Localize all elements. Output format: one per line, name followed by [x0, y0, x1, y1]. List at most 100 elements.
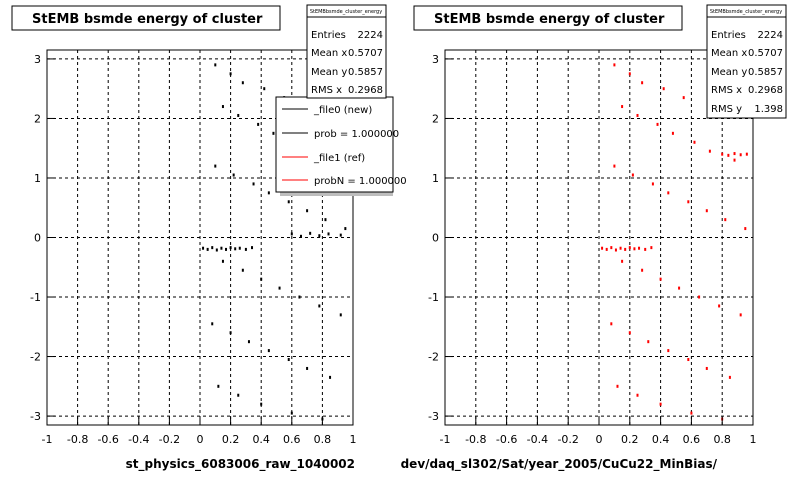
data-point	[229, 331, 232, 335]
left-stats-box: StEMBbsmde_cluster_energy Entries 2224 M…	[306, 4, 387, 99]
y-tick-label: 2	[34, 112, 41, 125]
data-point	[671, 131, 674, 135]
left-legend: _file0 (new) prob = 1.000000 _file1 (ref…	[275, 96, 407, 196]
data-point	[613, 63, 616, 67]
data-point	[744, 227, 747, 231]
left-title-box	[11, 5, 281, 31]
data-point	[225, 247, 228, 251]
data-point	[651, 182, 654, 186]
data-point	[687, 358, 690, 362]
data-point	[344, 227, 347, 231]
data-point	[728, 375, 731, 379]
right-x-ticks: -1 -0.8 -0.6 -0.4 -0.2 0 0.2 0.4 0.6 0.8 1	[440, 417, 757, 446]
data-point	[215, 248, 218, 252]
y-tick-label: -3	[30, 410, 41, 423]
data-point	[290, 232, 293, 236]
y-tick-label: -3	[428, 410, 439, 423]
data-point	[644, 247, 647, 251]
data-point	[647, 340, 650, 344]
x-tick-label: -1	[42, 433, 53, 446]
data-point	[610, 246, 613, 250]
y-tick-label: 3	[432, 53, 439, 66]
left-title: StEMB bsmde energy of cluster	[32, 12, 263, 27]
x-tick-label: -0.2	[159, 433, 180, 446]
x-tick-label: -0.2	[557, 433, 578, 446]
x-tick-label: 0.6	[283, 433, 301, 446]
data-point	[662, 87, 665, 91]
right-stat-value-0: 2224	[758, 30, 783, 41]
data-point	[299, 234, 302, 238]
y-tick-label: 2	[432, 112, 439, 125]
data-point	[619, 246, 622, 250]
left-panel: StEMB bsmde energy of cluster -1 -0.8 -0.6…	[11, 5, 357, 472]
right-grid	[445, 50, 753, 425]
x-tick-label: 1	[350, 433, 357, 446]
data-point	[633, 247, 636, 251]
y-tick-label: 1	[432, 172, 439, 185]
data-point	[244, 247, 247, 251]
data-point	[733, 152, 736, 156]
data-point	[324, 218, 327, 222]
data-point	[257, 122, 260, 126]
data-point	[202, 246, 205, 250]
data-point	[641, 81, 644, 85]
right-title: StEMB bsmde energy of cluster	[434, 12, 665, 27]
data-point	[659, 277, 662, 281]
y-tick-label: -2	[428, 351, 439, 364]
right-stat-value-1: 0.5707	[748, 48, 783, 59]
data-point	[229, 246, 232, 250]
data-point	[237, 113, 240, 117]
data-point	[220, 246, 223, 250]
left-stat-label-2: Mean y	[311, 67, 347, 78]
data-point	[206, 247, 209, 251]
right-stat-value-2: 0.5857	[748, 67, 783, 78]
left-grid	[47, 50, 353, 425]
y-tick-label: 0	[34, 232, 41, 245]
data-point	[339, 313, 342, 317]
data-point	[705, 366, 708, 370]
x-tick-label: -0.6	[496, 433, 517, 446]
data-point	[667, 349, 670, 353]
left-stat-value-0: 2224	[358, 30, 383, 41]
data-point	[278, 286, 281, 290]
data-point	[733, 158, 736, 162]
data-point	[327, 232, 330, 236]
left-x-ticks: -1 -0.8 -0.6 -0.4 -0.2 0 0.2 0.4 0.6 0.8 1	[42, 417, 357, 446]
y-tick-label: 3	[34, 53, 41, 66]
legend-label-prob: prob = 1.000000	[314, 129, 399, 140]
x-tick-label: 0.8	[713, 433, 731, 446]
data-point	[724, 218, 727, 222]
data-point	[641, 268, 644, 272]
data-point	[621, 105, 624, 109]
data-point	[650, 246, 653, 250]
data-point	[628, 72, 631, 76]
data-point	[682, 96, 685, 100]
data-point	[214, 164, 217, 168]
data-point	[211, 322, 214, 326]
data-point	[267, 191, 270, 195]
data-point	[263, 87, 266, 91]
left-stat-label-1: Mean x	[311, 48, 347, 59]
data-point	[708, 149, 711, 153]
data-point	[628, 246, 631, 250]
data-point	[318, 234, 321, 238]
left-y-ticks: -3 -2 -1 0 1 2 3	[30, 53, 55, 423]
data-point	[306, 366, 309, 370]
data-point	[241, 268, 244, 272]
x-tick-label: -0.6	[97, 433, 118, 446]
legend-label-file0: _file0 (new)	[313, 105, 372, 116]
data-point	[234, 247, 237, 251]
right-stat-value-4: 1.398	[754, 104, 783, 115]
data-point	[287, 200, 290, 204]
left-stats-name: StEMBbsmde_cluster_energy	[310, 9, 382, 15]
x-tick-label: -0.4	[527, 433, 548, 446]
data-point	[613, 164, 616, 168]
right-panel: StEMB bsmde energy of cluster -1 -0.8 -0.6…	[401, 5, 757, 472]
right-y-ticks: -3 -2 -1 0 1 2 3	[428, 53, 453, 423]
data-point	[687, 200, 690, 204]
data-point	[214, 63, 217, 67]
x-tick-label: 0.2	[621, 433, 639, 446]
right-stats-name: StEMBbsmde_cluster_energy	[710, 9, 782, 15]
x-tick-label: -0.8	[67, 433, 88, 446]
data-point	[727, 153, 730, 157]
